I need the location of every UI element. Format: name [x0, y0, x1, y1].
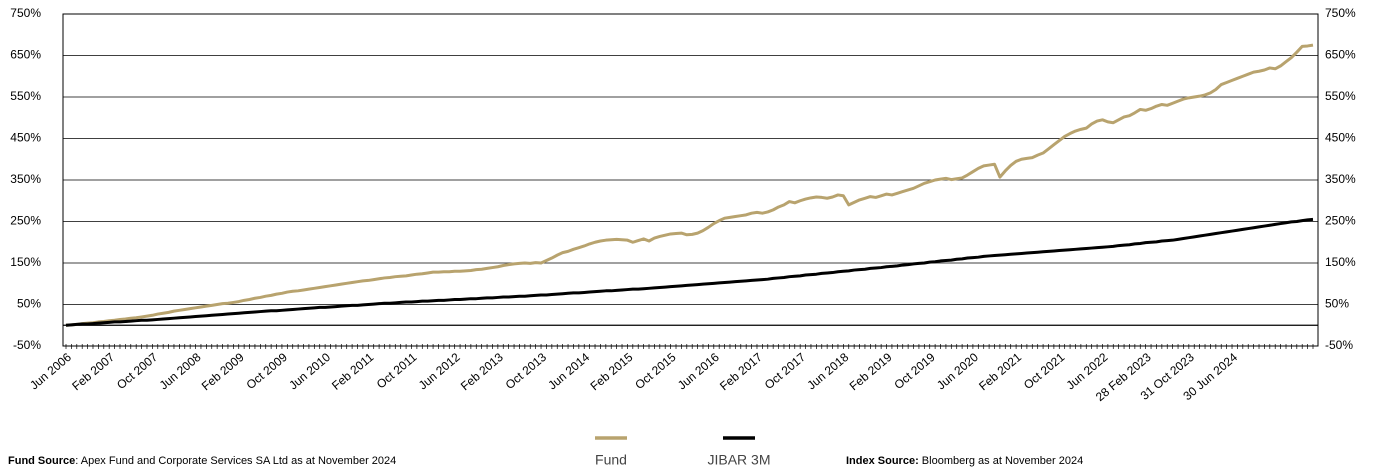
x-tick-label: Oct 2019 [891, 350, 938, 392]
y2-tick-label: 250% [1325, 214, 1356, 228]
x-tick-label: Oct 2009 [244, 350, 291, 392]
x-tick-label: Jun 2018 [804, 350, 851, 393]
y-tick-label: 250% [10, 214, 41, 228]
y-tick-label: 50% [17, 297, 41, 311]
index-source-text: Bloomberg as at November 2024 [919, 455, 1083, 467]
x-tick-label: Feb 2017 [717, 350, 765, 394]
x-tick-label: Feb 2019 [847, 350, 895, 394]
x-tick-label: Oct 2013 [503, 350, 550, 392]
series-line [65, 43, 1314, 327]
index-source: Index Source: Bloomberg as at November 2… [846, 455, 1083, 467]
x-tick-label: Jun 2020 [934, 350, 981, 393]
x-tick-label: Feb 2021 [976, 350, 1024, 394]
x-tick-label: Feb 2015 [588, 350, 636, 394]
y-tick-label: 150% [10, 255, 41, 269]
y-tick-label: 550% [10, 89, 41, 103]
y2-tick-label: 450% [1325, 131, 1356, 145]
y2-tick-label: 750% [1325, 6, 1356, 20]
y2-tick-label: 50% [1325, 297, 1349, 311]
x-tick-label: Feb 2007 [69, 350, 117, 394]
series-line [65, 217, 1314, 327]
x-tick-label: Jun 2006 [27, 350, 74, 393]
x-tick-label: Jun 2012 [416, 350, 463, 393]
y-tick-label: -50% [13, 338, 41, 352]
fund-source-text: : Apex Fund and Corporate Services SA Lt… [75, 455, 396, 467]
x-tick-label: Jun 2014 [545, 350, 592, 393]
y-tick-label: 750% [10, 6, 41, 20]
x-tick-label: Oct 2007 [114, 350, 161, 392]
y2-tick-label: 650% [1325, 48, 1356, 62]
x-tick-label: Oct 2017 [762, 350, 809, 392]
y2-tick-label: 550% [1325, 89, 1356, 103]
legend-label: JIBAR 3M [707, 452, 770, 468]
fund-source-label: Fund Source [8, 455, 75, 467]
index-source-label: Index Source: [846, 455, 919, 467]
legend-label: Fund [595, 452, 627, 468]
x-tick-label: Jun 2008 [157, 350, 204, 393]
y-tick-label: 650% [10, 48, 41, 62]
x-tick-label: Feb 2009 [199, 350, 247, 394]
x-tick-label: Oct 2021 [1021, 350, 1068, 392]
x-tick-label: Feb 2013 [458, 350, 506, 394]
fund-source: Fund Source: Apex Fund and Corporate Ser… [8, 455, 396, 467]
y2-tick-label: 350% [1325, 172, 1356, 186]
y2-tick-label: -50% [1325, 338, 1353, 352]
x-tick-label: Oct 2011 [374, 350, 420, 392]
y-tick-label: 450% [10, 131, 41, 145]
y2-tick-label: 150% [1325, 255, 1356, 269]
x-tick-label: Jun 2016 [675, 350, 722, 393]
x-tick-label: Jun 2010 [286, 350, 333, 393]
y-tick-label: 350% [10, 172, 41, 186]
x-tick-label: Oct 2015 [632, 350, 679, 392]
x-tick-label: Feb 2011 [329, 350, 376, 393]
